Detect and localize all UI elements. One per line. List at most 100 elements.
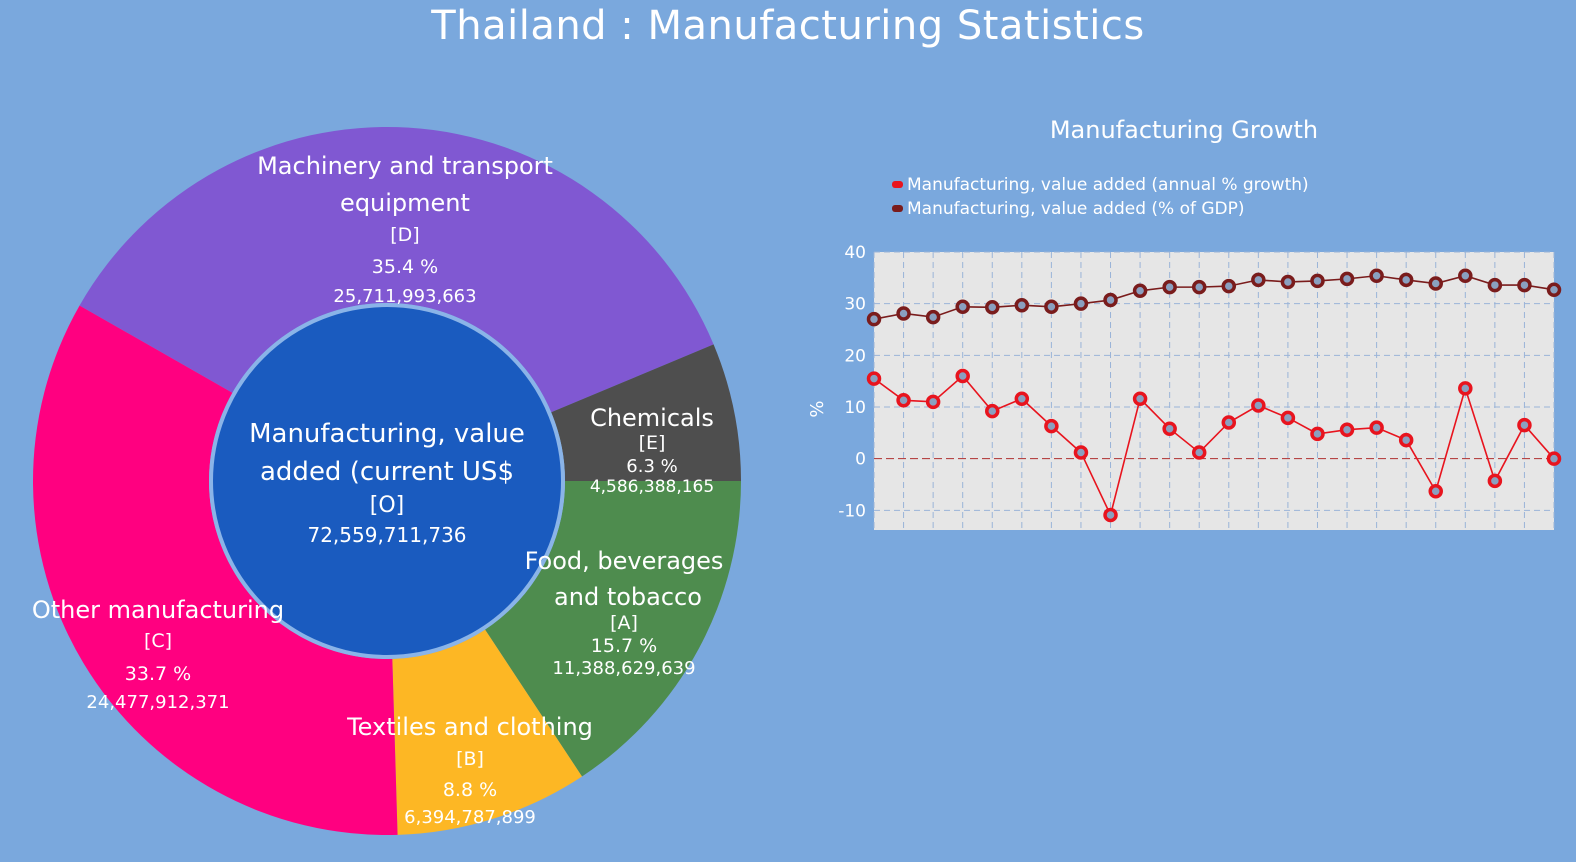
slice-code: [E] bbox=[639, 432, 666, 454]
data-point-growth bbox=[1310, 426, 1325, 442]
donut-slice-machinery bbox=[79, 127, 714, 413]
series-line-growth bbox=[873, 374, 1555, 518]
legend: Manufacturing, value added (annual % gro… bbox=[892, 175, 1309, 219]
slice-value: 24,477,912,371 bbox=[86, 692, 229, 713]
y-axis-label: % bbox=[807, 400, 828, 417]
data-point-growth bbox=[955, 368, 970, 384]
slice-code: [C] bbox=[144, 630, 172, 652]
slice-percent: 33.7 % bbox=[125, 663, 191, 685]
slice-value: 25,711,993,663 bbox=[333, 286, 476, 307]
slice-name: Chemicals bbox=[590, 404, 714, 432]
slice-label-chemicals: Chemicals [E] 6.3 % 4,586,388,165 bbox=[590, 404, 714, 497]
manufacturing-growth-line-chart: Manufacturing Growth Manufacturing, valu… bbox=[807, 116, 1562, 530]
donut-slice-other bbox=[32, 305, 398, 836]
data-point-growth bbox=[1428, 483, 1443, 499]
slice-value: 6,394,787,899 bbox=[404, 807, 536, 828]
data-point-growth bbox=[1191, 445, 1207, 460]
data-point-growth bbox=[1251, 398, 1266, 413]
data-point-growth bbox=[925, 394, 941, 410]
data-point-gdp bbox=[896, 306, 911, 321]
data-point-growth bbox=[1280, 410, 1296, 426]
y-tick-label: 20 bbox=[844, 346, 866, 366]
data-point-growth bbox=[896, 393, 911, 408]
data-point-gdp bbox=[866, 311, 882, 327]
donut-slice-chemicals bbox=[551, 344, 741, 481]
slice-value: 11,388,629,639 bbox=[552, 658, 695, 679]
slice-name: Machinery and transport bbox=[257, 152, 553, 180]
slice-code: [A] bbox=[610, 612, 638, 634]
data-point-growth bbox=[1458, 381, 1473, 396]
y-tick-label: 30 bbox=[844, 295, 866, 315]
data-point-gdp bbox=[1073, 296, 1089, 311]
data-point-gdp bbox=[955, 299, 970, 315]
data-point-growth bbox=[1369, 420, 1384, 435]
data-point-growth bbox=[866, 371, 882, 386]
data-point-growth bbox=[1517, 417, 1532, 433]
data-point-gdp bbox=[1487, 277, 1503, 293]
manufacturing-breakdown-donut-chart: Manufacturing, value added (current US$ … bbox=[32, 127, 741, 836]
data-point-growth bbox=[985, 403, 1000, 419]
legend-swatch-gdp bbox=[892, 205, 903, 212]
slice-code: [B] bbox=[456, 748, 484, 770]
donut-slice-food bbox=[485, 481, 741, 777]
data-point-growth bbox=[1014, 391, 1030, 406]
series bbox=[866, 268, 1562, 523]
data-point-gdp bbox=[1132, 283, 1148, 298]
data-point-growth bbox=[1221, 415, 1237, 430]
slice-label-machinery: Machinery and transport equipment [D] 35… bbox=[257, 152, 553, 307]
axes: -20-100102030401990199119921993199419951… bbox=[838, 243, 866, 521]
slice-value: 4,586,388,165 bbox=[590, 477, 714, 497]
donut-center bbox=[209, 303, 565, 659]
data-point-gdp bbox=[1428, 276, 1443, 291]
slice-percent: 8.8 % bbox=[443, 779, 497, 801]
legend-swatch-growth bbox=[892, 181, 903, 188]
data-point-gdp bbox=[1398, 272, 1414, 288]
legend-label-gdp: Manufacturing, value added (% of GDP) bbox=[907, 199, 1245, 219]
data-point-gdp bbox=[1517, 277, 1532, 293]
data-point-gdp bbox=[1280, 274, 1296, 290]
data-point-growth bbox=[1487, 473, 1503, 489]
slice-label-food: Food, beverages and tobacco [A] 15.7 % 1… bbox=[525, 547, 724, 679]
data-point-growth bbox=[1546, 451, 1562, 466]
legend-item-growth: Manufacturing, value added (annual % gro… bbox=[892, 175, 1309, 195]
data-point-growth bbox=[1132, 391, 1148, 406]
center-value: 72,559,711,736 bbox=[307, 523, 466, 547]
data-point-growth bbox=[1073, 445, 1089, 460]
plot-area bbox=[874, 252, 1554, 530]
data-point-growth bbox=[1162, 421, 1177, 436]
data-point-gdp bbox=[1221, 278, 1237, 294]
data-point-growth bbox=[1044, 418, 1059, 434]
center-label-line1: Manufacturing, value bbox=[249, 419, 525, 449]
y-tick-label: 0 bbox=[855, 450, 866, 470]
data-point-growth bbox=[1339, 422, 1355, 437]
data-point-growth bbox=[1398, 432, 1414, 448]
data-point-gdp bbox=[1044, 299, 1059, 315]
data-point-gdp bbox=[1014, 297, 1030, 313]
center-label-line2: added (current US$ bbox=[260, 457, 514, 487]
y-tick-label: 10 bbox=[844, 398, 866, 418]
slice-percent: 35.4 % bbox=[372, 256, 438, 278]
slice-label-textiles: Textiles and clothing [B] 8.8 % 6,394,78… bbox=[346, 713, 593, 828]
slice-name: Food, beverages bbox=[525, 547, 724, 575]
donut-slices bbox=[32, 127, 741, 836]
donut-center-label: Manufacturing, value added (current US$ … bbox=[249, 419, 525, 547]
data-point-growth bbox=[1103, 507, 1118, 523]
legend-label-growth: Manufacturing, value added (annual % gro… bbox=[907, 175, 1309, 195]
data-point-gdp bbox=[1458, 268, 1473, 284]
y-tick-label: -10 bbox=[838, 501, 866, 521]
slice-percent: 6.3 % bbox=[626, 456, 677, 477]
data-point-gdp bbox=[925, 309, 941, 325]
page-title: Thailand : Manufacturing Statistics bbox=[431, 3, 1145, 49]
slice-name: Other manufacturing bbox=[32, 596, 284, 624]
data-point-gdp bbox=[1103, 292, 1118, 308]
data-point-gdp bbox=[985, 300, 1000, 315]
donut-slice-textiles bbox=[392, 629, 582, 835]
data-point-gdp bbox=[1251, 272, 1266, 288]
slice-name-line2: equipment bbox=[340, 189, 470, 217]
data-point-gdp bbox=[1310, 273, 1325, 289]
data-point-gdp bbox=[1162, 279, 1177, 295]
line-chart-title: Manufacturing Growth bbox=[1050, 116, 1318, 144]
data-point-gdp bbox=[1191, 279, 1207, 295]
slice-name-line2: and tobacco bbox=[554, 583, 702, 611]
slice-label-other: Other manufacturing [C] 33.7 % 24,477,91… bbox=[32, 596, 284, 713]
